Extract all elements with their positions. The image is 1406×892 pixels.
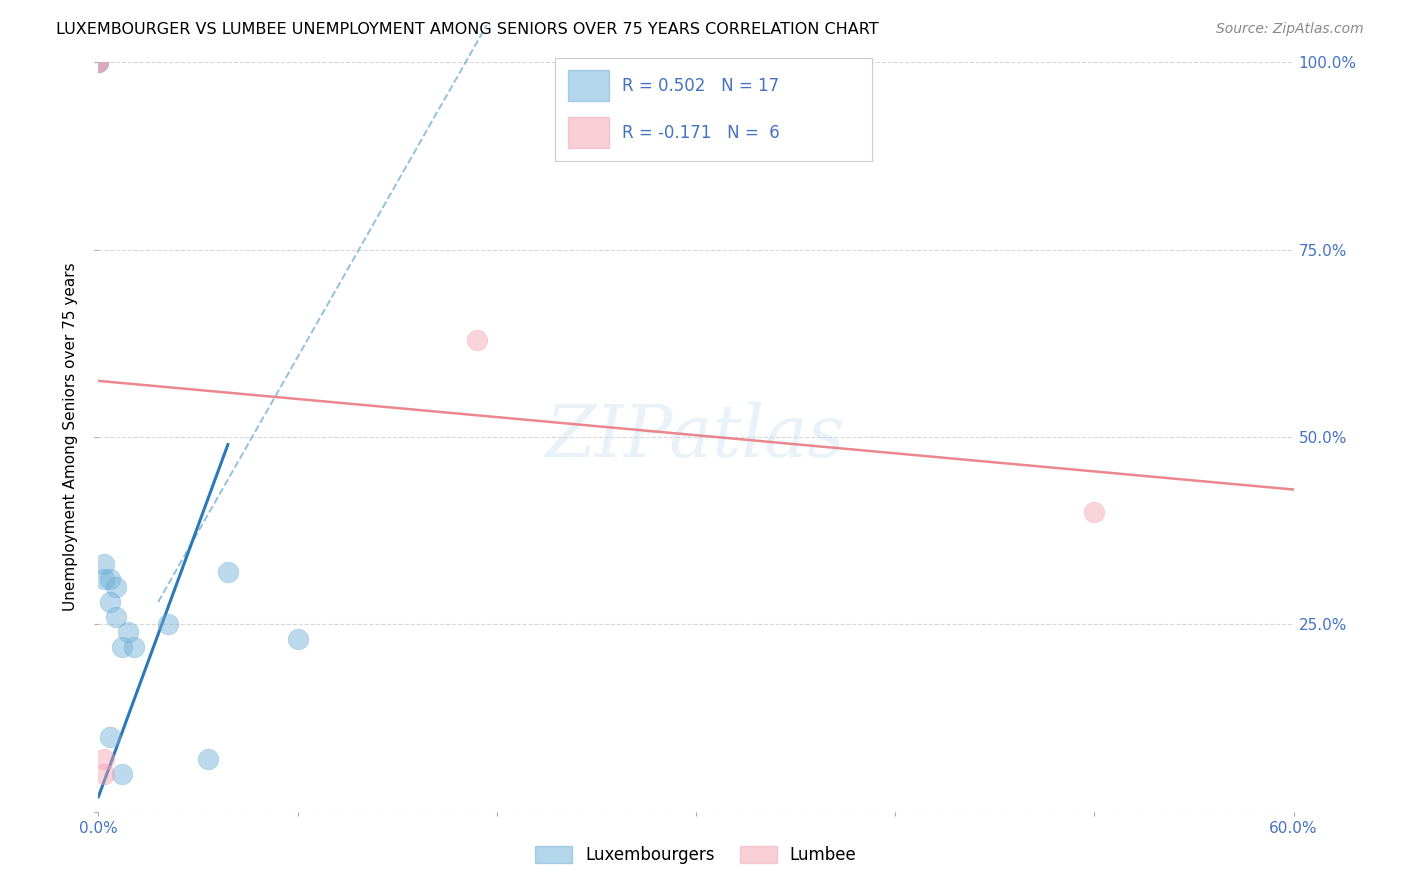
Point <box>98 573 122 587</box>
Legend: Luxembourgers, Lumbee: Luxembourgers, Lumbee <box>529 839 863 871</box>
Point <box>87 55 110 70</box>
Bar <box>568 118 609 148</box>
Point <box>93 573 115 587</box>
Point <box>93 767 115 781</box>
Point <box>98 730 122 744</box>
Point <box>111 767 134 781</box>
Text: R = -0.171   N =  6: R = -0.171 N = 6 <box>621 124 779 142</box>
Point <box>197 752 219 766</box>
Point <box>217 565 239 579</box>
Text: ZIPatlas: ZIPatlas <box>546 401 846 473</box>
Point <box>105 610 128 624</box>
Point <box>87 55 110 70</box>
Point <box>87 55 110 70</box>
Point <box>87 55 110 70</box>
Point <box>157 617 180 632</box>
Point <box>1083 505 1105 519</box>
Point <box>124 640 146 654</box>
Point <box>465 333 488 347</box>
Text: Source: ZipAtlas.com: Source: ZipAtlas.com <box>1216 22 1364 37</box>
Point <box>93 752 115 766</box>
Point <box>111 640 134 654</box>
Y-axis label: Unemployment Among Seniors over 75 years: Unemployment Among Seniors over 75 years <box>63 263 79 611</box>
Point <box>105 580 128 594</box>
Bar <box>568 70 609 101</box>
Point <box>98 595 122 609</box>
Point <box>93 558 115 572</box>
Text: LUXEMBOURGER VS LUMBEE UNEMPLOYMENT AMONG SENIORS OVER 75 YEARS CORRELATION CHAR: LUXEMBOURGER VS LUMBEE UNEMPLOYMENT AMON… <box>56 22 879 37</box>
Text: R = 0.502   N = 17: R = 0.502 N = 17 <box>621 77 779 95</box>
Point <box>117 624 139 639</box>
Point <box>287 632 309 647</box>
